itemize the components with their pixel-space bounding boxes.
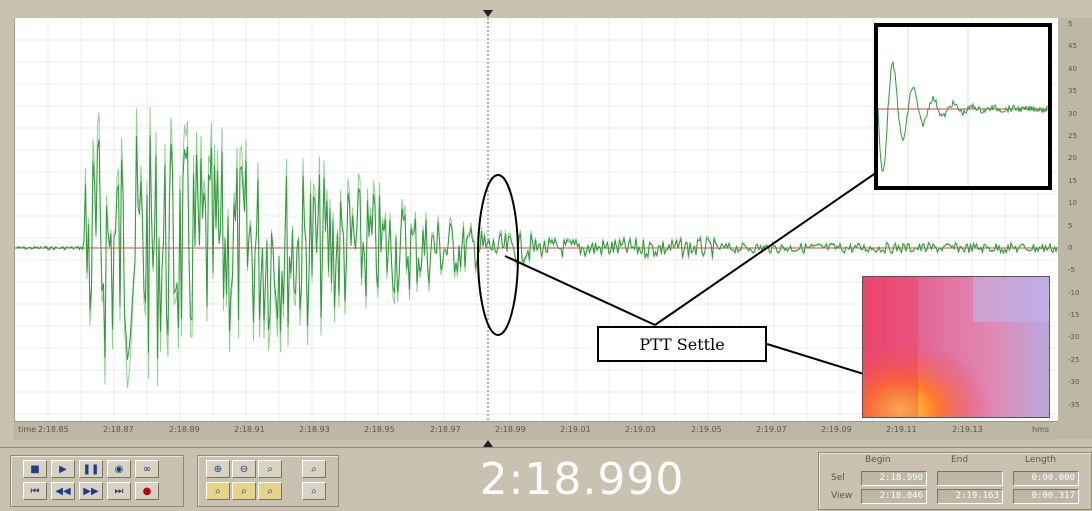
zoom-in-left-icon[interactable]: ⌕ [258, 482, 282, 500]
time-tick-label: 2:18.99 [495, 425, 526, 434]
time-ruler[interactable]: time hms 2:18.85 2:18.87 2:18.89 2:18.91 2:1… [14, 421, 1058, 440]
amplitude-tick-label: 35 [1068, 87, 1077, 95]
time-tick-label: 2:18.95 [364, 425, 395, 434]
time-axis-suffix: hms [1032, 425, 1050, 434]
inset-canvas [877, 27, 1049, 186]
time-tick-label: 2:18.85 [38, 425, 69, 434]
zoom-full-icon[interactable]: ⌕ [258, 460, 282, 478]
length-header: Length [1025, 455, 1057, 465]
amplitude-tick-label: 5 [1068, 20, 1073, 28]
waveform-grid [15, 18, 1059, 421]
time-tick-label: 2:19.01 [560, 425, 591, 434]
spectrogram-view [862, 276, 1050, 418]
end-header: End [951, 455, 969, 465]
time-axis-prefix: time [18, 425, 37, 434]
amplitude-tick-label: -30 [1068, 378, 1080, 386]
zoom-controls: ⊕ ⊖ ⌕ ⌕ ⌕ ⌕ ⌕ ⌕ [197, 455, 339, 507]
amplitude-tick-label: -10 [1068, 289, 1080, 297]
loop-icon[interactable]: ∞ [135, 460, 159, 478]
time-tick-label: 2:18.87 [103, 425, 134, 434]
rewind-icon[interactable]: ◀◀ [51, 482, 75, 500]
time-tick-label: 2:19.11 [886, 425, 917, 434]
inset-waveform [877, 60, 1049, 172]
time-tick-label: 2:18.97 [430, 425, 461, 434]
view-row-label: View [831, 491, 853, 501]
amplitude-tick-label: 30 [1068, 110, 1077, 118]
view-length-field[interactable]: 0:00.317 [1013, 489, 1079, 504]
ptt-settle-callout: PTT Settle [597, 326, 767, 362]
begin-header: Begin [865, 455, 891, 465]
play-to-end-icon[interactable]: ◉ [107, 460, 131, 478]
time-tick-label: 2:18.93 [299, 425, 330, 434]
amplitude-tick-label: 45 [1068, 42, 1077, 50]
time-tick-label: 2:19.13 [952, 425, 983, 434]
zoom-out-full-icon[interactable]: ⌕ [302, 482, 326, 500]
sel-begin-field[interactable]: 2:18.990 [861, 471, 927, 486]
amplitude-tick-label: -25 [1068, 356, 1080, 364]
sel-row-label: Sel [831, 473, 845, 483]
time-tick-label: 2:19.03 [625, 425, 656, 434]
amplitude-tick-label: 40 [1068, 65, 1077, 73]
record-icon[interactable]: ● [135, 482, 159, 500]
waveform-trace [15, 135, 1058, 360]
amplitude-tick-label: 15 [1068, 177, 1077, 185]
annotation-line-left [504, 255, 656, 326]
amplitude-ruler[interactable]: 5 45 40 35 30 25 20 15 10 5 0 -5 -10 -15 -20 -25 -30 -35 [1058, 18, 1092, 439]
time-tick-label: 2:19.05 [691, 425, 722, 434]
time-tick-label: 2:19.09 [821, 425, 852, 434]
amplitude-tick-label: -20 [1068, 333, 1080, 341]
amplitude-tick-label: 5 [1068, 222, 1073, 230]
time-tick-label: 2:18.89 [169, 425, 200, 434]
zoom-out-amplitude-icon[interactable]: ⊖ [232, 460, 256, 478]
zoom-inset [874, 23, 1052, 190]
amplitude-tick-label: 25 [1068, 132, 1077, 140]
amplitude-tick-label: 20 [1068, 154, 1077, 162]
annotation-ellipse [477, 174, 519, 336]
fast-forward-icon[interactable]: ▶▶ [79, 482, 103, 500]
go-to-start-icon[interactable]: ⏮ [23, 482, 47, 500]
zoom-out-time-icon[interactable]: ⌕ [232, 482, 256, 500]
amplitude-tick-label: 0 [1068, 244, 1073, 252]
amplitude-tick-label: 10 [1068, 199, 1077, 207]
view-begin-field[interactable]: 2:18.846 [861, 489, 927, 504]
stop-icon[interactable]: ■ [23, 460, 47, 478]
amplitude-tick-label: -35 [1068, 401, 1080, 409]
zoom-in-time-icon[interactable]: ⌕ [206, 482, 230, 500]
go-to-end-icon[interactable]: ⏭ [107, 482, 131, 500]
zoom-selection-icon[interactable]: ⌕ [302, 460, 326, 478]
amplitude-tick-label: -15 [1068, 311, 1080, 319]
transport-controls: ■ ▶ ❚❚ ◉ ∞ ⏮ ◀◀ ▶▶ ⏭ ● [10, 455, 184, 507]
play-icon[interactable]: ▶ [51, 460, 75, 478]
time-tick-label: 2:18.91 [234, 425, 265, 434]
time-display: 2:18.990 [479, 453, 685, 505]
zoom-in-amplitude-icon[interactable]: ⊕ [206, 460, 230, 478]
cursor-bottom-marker[interactable] [483, 440, 493, 447]
cursor-top-marker[interactable] [483, 10, 493, 17]
view-end-field[interactable]: 2:19.163 [937, 489, 1003, 504]
sel-length-field[interactable]: 0:00.000 [1013, 471, 1079, 486]
pause-icon[interactable]: ❚❚ [79, 460, 103, 478]
sel-end-field[interactable] [937, 471, 1003, 486]
waveform-canvas[interactable] [15, 18, 1059, 421]
time-tick-label: 2:19.07 [756, 425, 787, 434]
selection-view-panel: Begin End Length Sel View 2:18.990 0:00.… [818, 452, 1092, 510]
amplitude-tick-label: -5 [1068, 266, 1075, 274]
